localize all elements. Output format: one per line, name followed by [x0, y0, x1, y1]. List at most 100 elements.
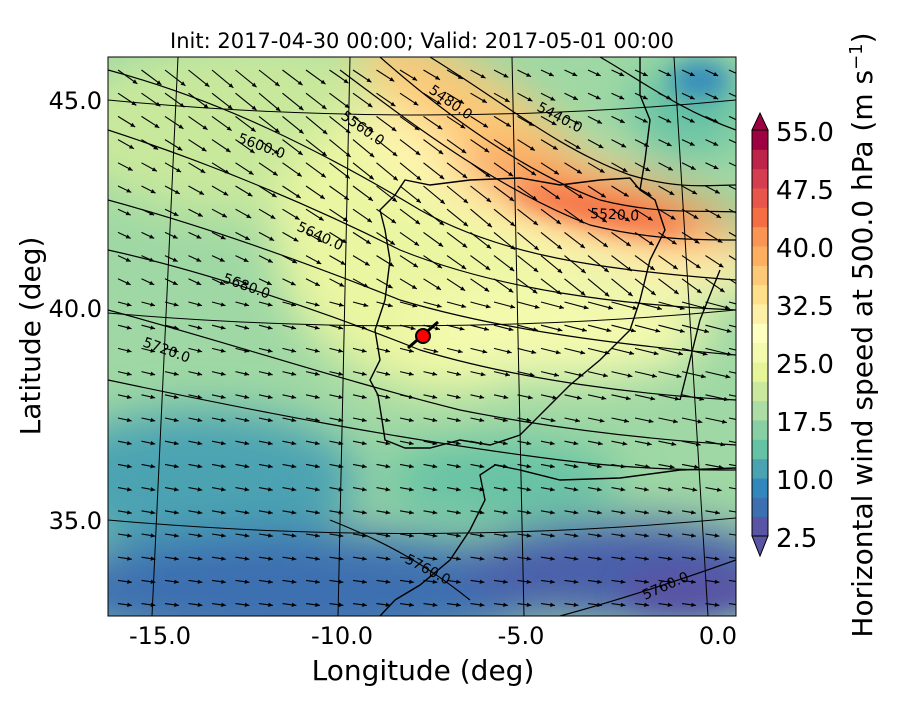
- wind-arrow-shaft: [329, 139, 352, 158]
- wind-arrow-head: [526, 72, 532, 77]
- wind-arrow-head: [573, 602, 579, 607]
- wind-arrow-head: [713, 72, 719, 76]
- wind-arrow-head: [439, 174, 445, 180]
- wind-arrow-head: [599, 168, 605, 173]
- colorbar-label-sup: −1: [846, 43, 867, 70]
- wind-arrow-head: [315, 556, 320, 561]
- wind-arrow-head: [267, 417, 273, 423]
- wind-arrow-head: [244, 394, 250, 399]
- colorbar-ticks: 55.0 47.5 40.0 32.5 25.0 17.5 10.0 2.5: [776, 118, 834, 554]
- wind-arrow-shaft: [728, 92, 736, 98]
- wind-arrow-head: [439, 220, 445, 226]
- wind-arrow-head: [297, 150, 303, 155]
- wind-arrow-head: [599, 418, 605, 423]
- wind-arrow-head: [679, 305, 685, 310]
- wind-arrow-head: [150, 487, 156, 492]
- wind-arrow-head: [713, 118, 719, 123]
- wind-arrow-head: [246, 213, 252, 218]
- wind-arrow-shaft: [728, 440, 736, 444]
- meridian-line: [511, 57, 525, 616]
- colorbar-bin: [752, 362, 768, 382]
- wind-arrow-head: [462, 243, 468, 248]
- wind-arrow-head: [503, 579, 508, 584]
- wind-arrow-head: [692, 190, 698, 195]
- wind-arrow-head: [291, 487, 297, 492]
- wind-arrow-head: [534, 304, 540, 309]
- wind-arrow-head: [455, 510, 461, 515]
- wind-arrow-head: [173, 487, 179, 492]
- wind-arrow-head: [741, 488, 746, 492]
- wind-arrow-head: [678, 351, 684, 356]
- wind-arrow-head: [290, 281, 296, 286]
- wind-arrow-head: [178, 124, 184, 129]
- wind-arrow-head: [291, 579, 297, 584]
- colorbar-bin: [752, 304, 768, 324]
- wind-arrow-head: [691, 556, 696, 561]
- wind-arrow-head: [508, 288, 514, 293]
- wind-arrow-head: [644, 579, 649, 584]
- wind-arrow-head: [339, 282, 345, 287]
- wind-arrow-head: [221, 602, 226, 607]
- wind-arrow-head: [267, 464, 273, 469]
- wind-arrow-shaft: [705, 347, 733, 356]
- wind-arrow-head: [457, 74, 463, 79]
- wind-arrow-head: [267, 394, 273, 399]
- wind-arrow-head: [507, 147, 513, 152]
- wind-arrow-head: [529, 372, 535, 377]
- wind-arrow-head: [414, 125, 420, 131]
- wind-arrow-head: [643, 510, 649, 515]
- wind-arrow-head: [197, 579, 203, 584]
- wind-arrow-head: [387, 283, 393, 289]
- wind-arrow-head: [502, 487, 508, 492]
- wind-arrow-head: [219, 257, 225, 262]
- wind-arrow-shaft: [728, 115, 736, 121]
- wind-arrow-head: [604, 350, 610, 355]
- wind-arrow-head: [314, 281, 320, 286]
- wind-arrow-head: [413, 262, 418, 268]
- wind-arrow-shaft: [728, 255, 736, 261]
- wind-arrow-head: [455, 464, 461, 469]
- wind-arrow-head: [361, 510, 367, 515]
- wind-arrow-head: [149, 234, 155, 239]
- wind-arrow-head: [388, 262, 394, 267]
- wind-arrow-head: [219, 280, 225, 285]
- wind-arrow-head: [645, 167, 651, 172]
- wind-arrow-head: [673, 289, 679, 295]
- wind-arrow-head: [174, 533, 179, 538]
- wind-arrow-shaft: [728, 69, 736, 74]
- wind-arrow-head: [225, 147, 231, 153]
- wind-arrow-head: [244, 556, 250, 561]
- wind-arrow-head: [196, 280, 202, 285]
- wind-arrow-head: [550, 418, 556, 423]
- wind-arrow-head: [606, 327, 612, 333]
- wind-arrow-head: [385, 487, 391, 492]
- wind-arrow-head: [317, 238, 323, 243]
- wind-arrow-head: [363, 283, 369, 288]
- wind-arrow-head: [600, 193, 606, 198]
- wind-arrow-head: [361, 371, 367, 376]
- wind-arrow-head: [292, 259, 298, 264]
- wind-arrow-head: [601, 217, 607, 223]
- wind-arrow-head: [738, 556, 743, 560]
- wind-arrow-head: [244, 348, 250, 353]
- wind-arrow-head: [667, 556, 673, 561]
- wind-arrow-head: [432, 579, 438, 584]
- contour-line: [108, 69, 736, 281]
- wind-arrow-head: [695, 263, 701, 269]
- wind-arrow-head: [411, 284, 417, 289]
- wind-arrow-head: [479, 510, 485, 515]
- wind-arrow-head: [510, 304, 516, 309]
- wind-arrow-head: [173, 302, 179, 307]
- contour-line: [339, 69, 736, 241]
- wind-arrow-head: [689, 95, 695, 100]
- wind-arrow-head: [408, 371, 414, 376]
- wind-arrow-head: [392, 197, 397, 202]
- wind-arrow-head: [319, 194, 325, 199]
- wind-arrow-head: [479, 394, 485, 399]
- wind-arrow-shaft: [517, 231, 540, 251]
- wind-arrow-head: [644, 556, 649, 561]
- wind-arrow-head: [126, 188, 132, 193]
- wind-arrow-head: [743, 465, 748, 469]
- wind-arrow-head: [391, 218, 396, 224]
